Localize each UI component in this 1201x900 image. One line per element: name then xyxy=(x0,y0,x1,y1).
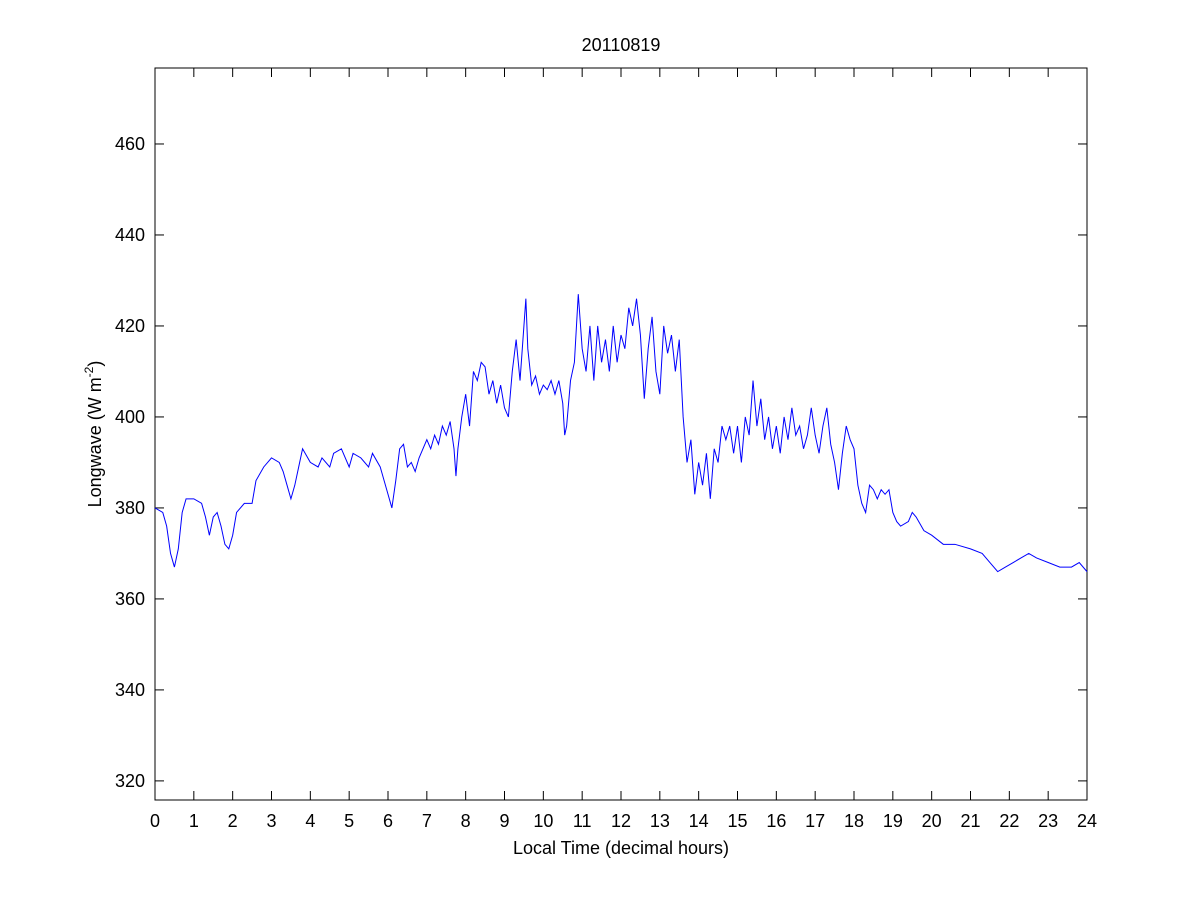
x-tick-label: 9 xyxy=(499,811,509,831)
y-tick-label: 340 xyxy=(115,680,145,700)
x-tick-label: 11 xyxy=(573,811,592,831)
x-tick-label: 20 xyxy=(922,811,942,831)
y-tick-label: 380 xyxy=(115,498,145,518)
x-axis-label: Local Time (decimal hours) xyxy=(513,838,729,858)
x-tick-label: 17 xyxy=(805,811,825,831)
x-tick-label: 8 xyxy=(461,811,471,831)
x-tick-label: 6 xyxy=(383,811,393,831)
x-tick-label: 18 xyxy=(844,811,864,831)
x-tick-label: 23 xyxy=(1038,811,1058,831)
y-tick-label: 400 xyxy=(115,407,145,427)
y-tick-label: 320 xyxy=(115,771,145,791)
x-tick-label: 15 xyxy=(727,811,747,831)
x-tick-label: 0 xyxy=(150,811,160,831)
x-tick-label: 14 xyxy=(689,811,709,831)
y-label-superscript: -2 xyxy=(82,366,96,377)
chart-title: 20110819 xyxy=(582,35,661,55)
x-tick-label: 16 xyxy=(766,811,786,831)
x-tick-label: 1 xyxy=(189,811,199,831)
x-tick-label: 4 xyxy=(305,811,315,831)
data-line xyxy=(154,294,1088,573)
x-tick-label: 19 xyxy=(883,811,903,831)
x-tick-label: 13 xyxy=(650,811,670,831)
x-tick-label: 5 xyxy=(344,811,354,831)
x-tick-label: 22 xyxy=(999,811,1019,831)
y-label-suffix: ) xyxy=(85,361,105,367)
x-tick-label: 3 xyxy=(266,811,276,831)
x-tick-label: 10 xyxy=(533,811,553,831)
y-tick-label: 360 xyxy=(115,589,145,609)
y-axis-label: Longwave (W m-2) xyxy=(82,361,105,508)
y-tick-label: 420 xyxy=(115,316,145,336)
x-tick-label: 21 xyxy=(960,811,980,831)
x-tick-label: 7 xyxy=(422,811,432,831)
y-tick-label: 460 xyxy=(115,134,145,154)
plot-area xyxy=(154,67,1088,801)
x-tick-label: 12 xyxy=(611,811,631,831)
x-tick-label: 24 xyxy=(1077,811,1097,831)
y-label-text: Longwave (W m xyxy=(85,377,105,507)
x-tick-label: 2 xyxy=(228,811,238,831)
y-tick-label: 440 xyxy=(115,225,145,245)
